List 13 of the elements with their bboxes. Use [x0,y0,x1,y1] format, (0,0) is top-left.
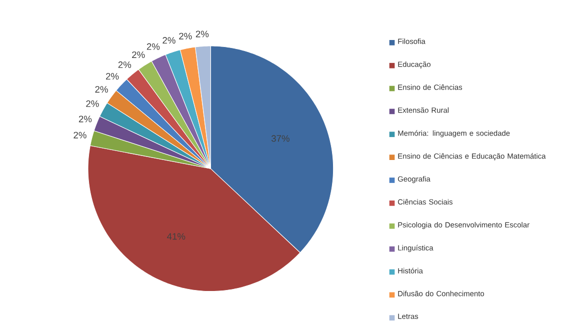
data-label: 2% [74,132,86,138]
data-label: 41% [167,233,186,240]
data-label: 2% [162,37,176,44]
data-label: 37% [271,135,290,142]
data-label: 2% [86,100,99,107]
data-label: 2% [106,73,119,80]
data-label: 2% [118,61,132,68]
data-label: 2% [196,30,209,38]
data-label: 2% [132,51,145,58]
data-label: 2% [78,116,92,122]
data-label: 2% [146,43,160,50]
data-label: 2% [179,32,192,40]
data-label: 2% [95,86,108,93]
